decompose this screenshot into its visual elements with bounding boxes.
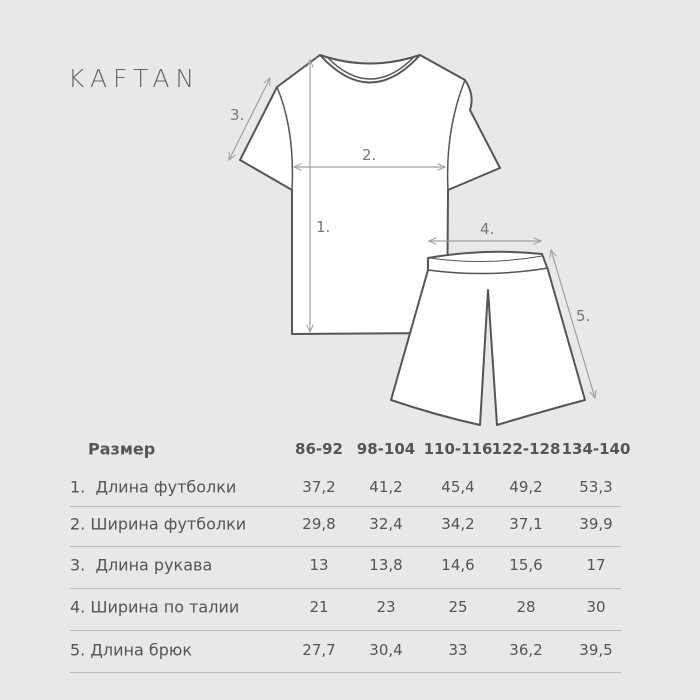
measure-label-2: 2. xyxy=(362,146,377,164)
row-divider xyxy=(70,672,621,673)
measurement-label: 2. Ширина футболки xyxy=(70,514,247,534)
measure-label-5: 5. xyxy=(576,307,591,325)
size-column-header: 86-92 xyxy=(295,440,343,458)
measurement-value: 33 xyxy=(448,641,468,659)
measurement-value: 13,8 xyxy=(369,556,403,574)
measurement-value: 32,4 xyxy=(369,515,403,533)
measurement-value: 13 xyxy=(309,556,329,574)
measurement-value: 53,3 xyxy=(579,478,613,496)
brand-logo: KAFTAN xyxy=(68,64,201,93)
measurement-value: 25 xyxy=(448,598,468,616)
measurement-value: 29,8 xyxy=(302,515,336,533)
measurement-value: 37,1 xyxy=(509,515,543,533)
measurement-value: 27,7 xyxy=(302,641,336,659)
measure-label-3: 3. xyxy=(230,106,245,124)
measurement-value: 34,2 xyxy=(441,515,475,533)
row-divider xyxy=(70,546,621,547)
measure-line-5 xyxy=(551,250,595,398)
garment-illustration xyxy=(0,54,700,426)
measurement-label: 1. Длина футболки xyxy=(70,477,237,497)
size-column-header: 134-140 xyxy=(561,440,631,458)
measurement-value: 23 xyxy=(376,598,396,616)
row-divider xyxy=(70,506,621,507)
measurement-value: 45,4 xyxy=(441,478,475,496)
row-divider xyxy=(70,588,621,589)
row-divider xyxy=(70,630,621,631)
measure-label-4: 4. xyxy=(480,220,495,238)
size-column-header: 110-116 xyxy=(423,440,493,458)
measure-label-1: 1. xyxy=(316,218,331,236)
measurement-value: 15,6 xyxy=(509,556,543,574)
measurement-value: 14,6 xyxy=(441,556,475,574)
measurement-label: 4. Ширина по талии xyxy=(70,597,240,617)
size-column-header: 122-128 xyxy=(491,440,561,458)
table-header-label: Размер xyxy=(88,439,156,459)
measurement-value: 21 xyxy=(309,598,329,616)
measurement-value: 49,2 xyxy=(509,478,543,496)
measurement-value: 39,5 xyxy=(579,641,613,659)
measurement-value: 36,2 xyxy=(509,641,543,659)
measurement-label: 5. Длина брюк xyxy=(70,640,192,660)
measurement-value: 41,2 xyxy=(369,478,403,496)
measurement-value: 28 xyxy=(516,598,536,616)
measurement-value: 30 xyxy=(586,598,606,616)
measurement-label: 3. Длина рукава xyxy=(70,555,213,575)
shorts-drawing xyxy=(390,250,586,426)
measurement-value: 30,4 xyxy=(369,641,403,659)
measurement-value: 37,2 xyxy=(302,478,336,496)
measurement-value: 39,9 xyxy=(579,515,613,533)
measure-line-3 xyxy=(229,78,270,160)
size-column-header: 98-104 xyxy=(356,440,416,458)
measurement-value: 17 xyxy=(586,556,606,574)
